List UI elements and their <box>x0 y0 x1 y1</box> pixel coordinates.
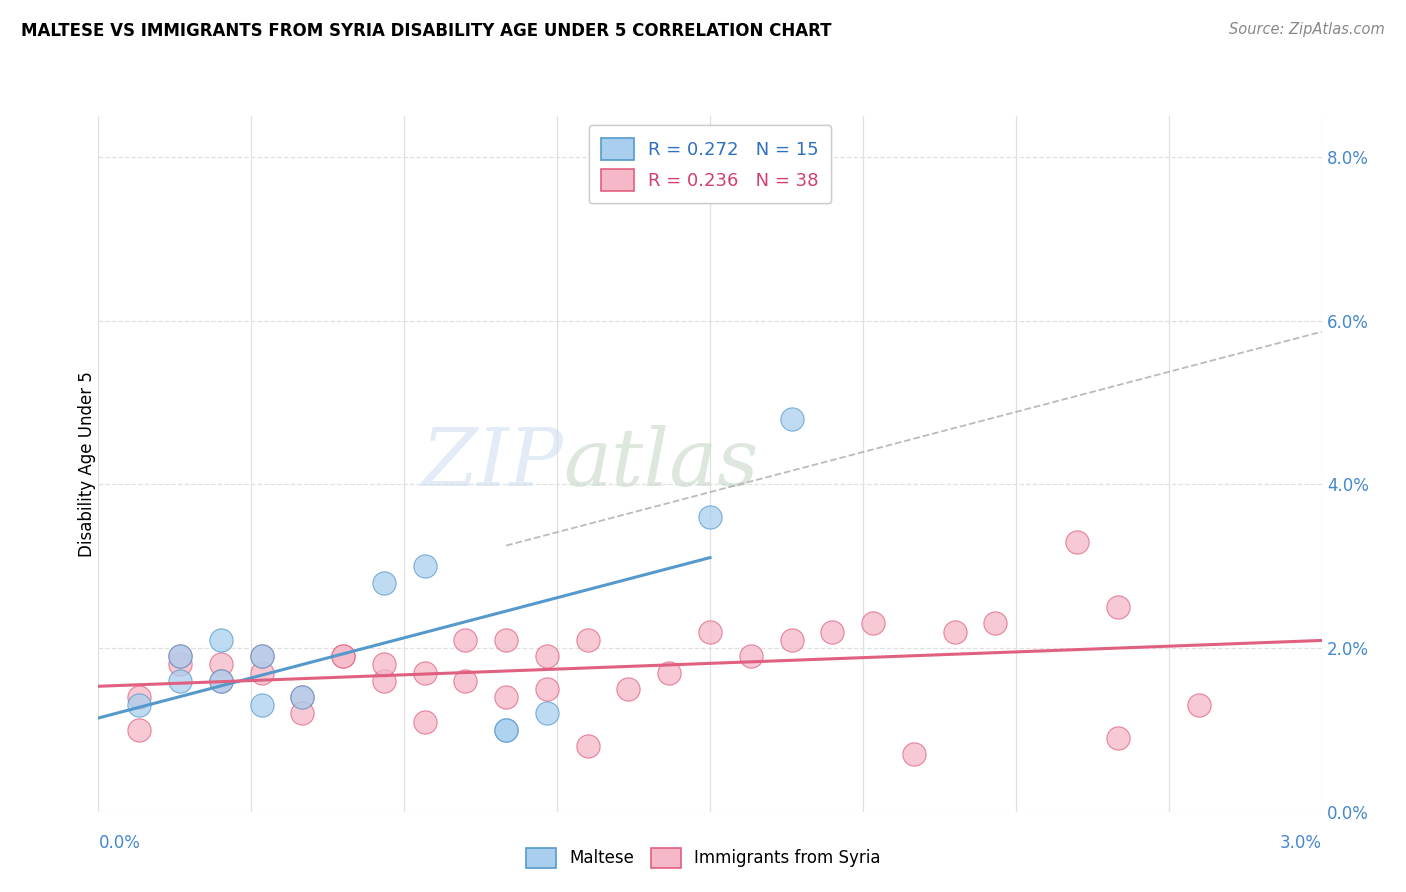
Point <box>454 632 477 647</box>
Point <box>250 665 273 680</box>
Point <box>903 747 925 762</box>
Point <box>821 624 844 639</box>
Point <box>536 681 558 696</box>
Text: MALTESE VS IMMIGRANTS FROM SYRIA DISABILITY AGE UNDER 5 CORRELATION CHART: MALTESE VS IMMIGRANTS FROM SYRIA DISABIL… <box>21 22 831 40</box>
Legend: R = 0.272   N = 15, R = 0.236   N = 38: R = 0.272 N = 15, R = 0.236 N = 38 <box>589 125 831 203</box>
Point <box>1107 731 1129 745</box>
Point <box>291 706 314 721</box>
Text: 3.0%: 3.0% <box>1279 834 1322 852</box>
Point <box>128 698 150 713</box>
Point <box>250 698 273 713</box>
Point <box>413 714 436 729</box>
Point <box>373 657 395 672</box>
Point <box>128 723 150 737</box>
Point <box>373 673 395 688</box>
Point <box>209 632 232 647</box>
Point <box>332 649 354 664</box>
Text: ZIP: ZIP <box>422 425 564 502</box>
Point <box>413 559 436 574</box>
Point <box>250 649 273 664</box>
Point <box>1066 534 1088 549</box>
Point <box>536 649 558 664</box>
Point <box>169 673 191 688</box>
Point <box>495 632 517 647</box>
Point <box>291 690 314 705</box>
Point <box>169 657 191 672</box>
Point <box>495 723 517 737</box>
Point <box>740 649 762 664</box>
Point <box>291 690 314 705</box>
Point <box>209 673 232 688</box>
Point <box>1188 698 1211 713</box>
Point <box>128 690 150 705</box>
Point <box>576 632 599 647</box>
Point <box>454 673 477 688</box>
Point <box>699 510 721 524</box>
Point <box>576 739 599 754</box>
Point <box>699 624 721 639</box>
Point <box>536 706 558 721</box>
Point <box>495 723 517 737</box>
Point <box>943 624 966 639</box>
Point <box>495 690 517 705</box>
Point <box>209 657 232 672</box>
Point <box>780 412 803 426</box>
Point <box>617 681 640 696</box>
Point <box>209 673 232 688</box>
Point <box>413 665 436 680</box>
Point <box>780 632 803 647</box>
Point <box>169 649 191 664</box>
Point <box>658 665 681 680</box>
Text: Source: ZipAtlas.com: Source: ZipAtlas.com <box>1229 22 1385 37</box>
Point <box>169 649 191 664</box>
Point <box>250 649 273 664</box>
Text: atlas: atlas <box>564 425 759 502</box>
Point <box>373 575 395 590</box>
Y-axis label: Disability Age Under 5: Disability Age Under 5 <box>79 371 96 557</box>
Legend: Maltese, Immigrants from Syria: Maltese, Immigrants from Syria <box>519 841 887 875</box>
Point <box>1107 600 1129 615</box>
Point <box>332 649 354 664</box>
Point <box>862 616 884 631</box>
Text: 0.0%: 0.0% <box>98 834 141 852</box>
Point <box>984 616 1007 631</box>
